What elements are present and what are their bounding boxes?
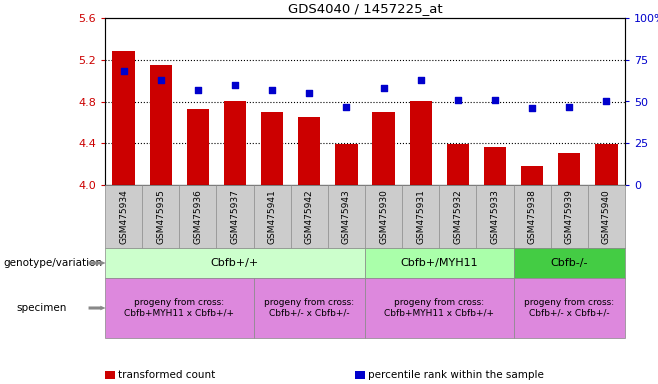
Text: GSM475932: GSM475932: [453, 189, 463, 244]
Text: GSM475934: GSM475934: [119, 189, 128, 244]
Text: GSM475942: GSM475942: [305, 189, 314, 244]
Bar: [149, 65, 172, 185]
Text: percentile rank within the sample: percentile rank within the sample: [368, 370, 544, 380]
Text: GSM475937: GSM475937: [230, 189, 240, 244]
Text: progeny from cross:
Cbfb+MYH11 x Cbfb+/+: progeny from cross: Cbfb+MYH11 x Cbfb+/+: [384, 298, 494, 318]
Point: [230, 82, 240, 88]
Point: [527, 105, 538, 111]
Point: [601, 98, 612, 104]
Text: Cbfb+/+: Cbfb+/+: [211, 258, 259, 268]
Point: [378, 85, 389, 91]
Text: GSM475936: GSM475936: [193, 189, 203, 244]
Point: [193, 87, 203, 93]
Point: [341, 103, 351, 109]
Text: specimen: specimen: [16, 303, 67, 313]
Point: [155, 77, 166, 83]
Bar: [484, 147, 506, 185]
Text: Cbfb+/MYH11: Cbfb+/MYH11: [401, 258, 478, 268]
Point: [453, 97, 463, 103]
Point: [267, 87, 278, 93]
Point: [490, 97, 500, 103]
Bar: [409, 101, 432, 185]
Text: genotype/variation: genotype/variation: [3, 258, 103, 268]
Point: [415, 77, 426, 83]
Text: GSM475941: GSM475941: [268, 189, 276, 244]
Text: progeny from cross:
Cbfb+MYH11 x Cbfb+/+: progeny from cross: Cbfb+MYH11 x Cbfb+/+: [124, 298, 234, 318]
Bar: [336, 144, 357, 185]
Text: GSM475931: GSM475931: [417, 189, 425, 244]
Text: Cbfb-/-: Cbfb-/-: [551, 258, 588, 268]
Bar: [558, 153, 580, 185]
Bar: [447, 144, 469, 185]
Text: GSM475940: GSM475940: [602, 189, 611, 244]
Text: GSM475939: GSM475939: [565, 189, 574, 244]
Bar: [261, 112, 284, 185]
Title: GDS4040 / 1457225_at: GDS4040 / 1457225_at: [288, 2, 442, 15]
Text: GSM475943: GSM475943: [342, 189, 351, 244]
Point: [564, 103, 574, 109]
Text: transformed count: transformed count: [118, 370, 215, 380]
Bar: [298, 117, 320, 185]
Bar: [224, 101, 246, 185]
Bar: [372, 112, 395, 185]
Bar: [187, 109, 209, 185]
Text: progeny from cross:
Cbfb+/- x Cbfb+/-: progeny from cross: Cbfb+/- x Cbfb+/-: [265, 298, 355, 318]
Bar: [521, 166, 544, 185]
Bar: [113, 51, 135, 185]
Text: progeny from cross:
Cbfb+/- x Cbfb+/-: progeny from cross: Cbfb+/- x Cbfb+/-: [524, 298, 615, 318]
Text: GSM475938: GSM475938: [528, 189, 537, 244]
Point: [118, 68, 129, 74]
Point: [304, 90, 315, 96]
Text: GSM475930: GSM475930: [379, 189, 388, 244]
Bar: [595, 144, 618, 185]
Text: GSM475935: GSM475935: [156, 189, 165, 244]
Text: GSM475933: GSM475933: [490, 189, 499, 244]
